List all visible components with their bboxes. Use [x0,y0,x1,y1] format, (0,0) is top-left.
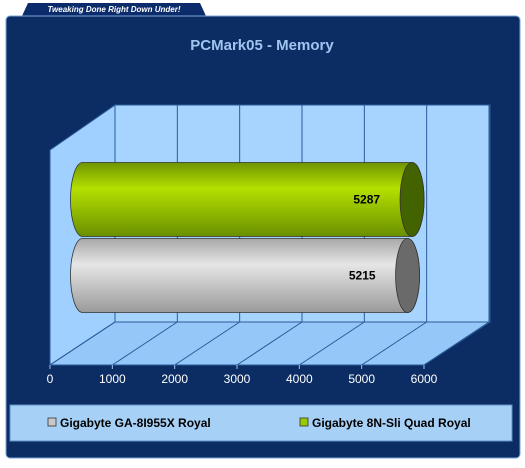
grid-line [236,321,303,366]
grid-line [49,321,116,366]
grid-line [112,321,178,366]
tagline: Tweaking Done Right Down Under! [47,5,180,14]
x-tick-label: 1000 [99,372,126,386]
legend-swatch [299,417,309,427]
bar-cap [399,162,425,237]
value-label: 5215 [349,269,376,283]
bar-cap [395,238,420,313]
value-label: 5287 [353,193,380,207]
chart-title: PCMark05 - Memory [190,37,334,54]
x-tick-label: 0 [47,372,54,386]
x-tick-label: 3000 [224,372,251,386]
x-tick-label: 2000 [161,372,188,386]
x-tick-label: 4000 [286,372,313,386]
x-tick-label: 5000 [348,372,375,386]
legend [9,404,513,442]
legend-label: Gigabyte GA-8I955X Royal [60,416,211,430]
grid-line [423,321,490,366]
grid-line [299,321,365,366]
legend-swatch [47,417,57,427]
legend-label: Gigabyte 8N-Sli Quad Royal [312,416,471,430]
tab [22,3,206,16]
grid-line [174,321,240,366]
x-tick-label: 6000 [411,372,438,386]
grid-line [361,321,427,366]
